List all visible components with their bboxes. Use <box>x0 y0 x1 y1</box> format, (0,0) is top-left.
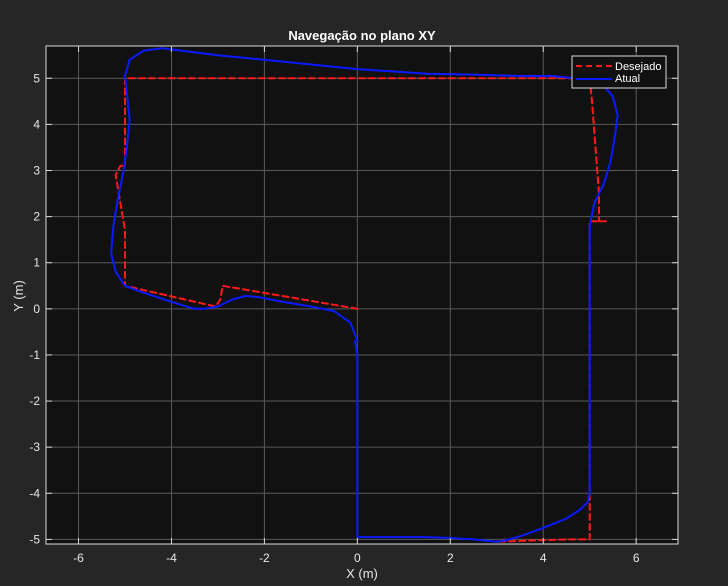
y-axis-label: Y (m) <box>11 280 26 312</box>
legend-label-atual: Atual <box>615 73 640 85</box>
legend: Desejado Atual <box>571 55 667 89</box>
y-tick-label: -3 <box>29 440 40 454</box>
x-tick-label: -4 <box>166 551 177 565</box>
series-line-atual <box>110 47 619 543</box>
y-tick-label: -2 <box>29 394 40 408</box>
x-tick-label: 6 <box>633 551 640 565</box>
y-tick-label: 0 <box>33 302 40 316</box>
x-tick-label: 4 <box>540 551 547 565</box>
x-tick-label: -2 <box>259 551 270 565</box>
plot-background <box>45 45 679 545</box>
chart-title: Navegação no plano XY <box>288 28 436 43</box>
y-tick-label: -1 <box>29 348 40 362</box>
y-tick-label: 5 <box>33 71 40 85</box>
legend-box <box>571 55 667 89</box>
x-axis-label: X (m) <box>346 566 378 581</box>
axis-ticks: -6 -4 -2 0 2 4 6 -5 -4 -3 -2 -1 0 1 2 3 4 5 <box>29 46 678 565</box>
y-tick-label: 4 <box>33 117 40 131</box>
x-tick-label: -6 <box>73 551 84 565</box>
y-tick-label: 3 <box>33 164 40 178</box>
y-tick-label: 2 <box>33 210 40 224</box>
y-tick-label: 1 <box>33 256 40 270</box>
y-tick-label: -5 <box>29 532 40 546</box>
y-tick-label: -4 <box>29 486 40 500</box>
legend-label-desejado: Desejado <box>615 61 661 73</box>
x-tick-label: 0 <box>354 551 361 565</box>
x-tick-label: 2 <box>447 551 454 565</box>
data-series <box>110 47 619 543</box>
